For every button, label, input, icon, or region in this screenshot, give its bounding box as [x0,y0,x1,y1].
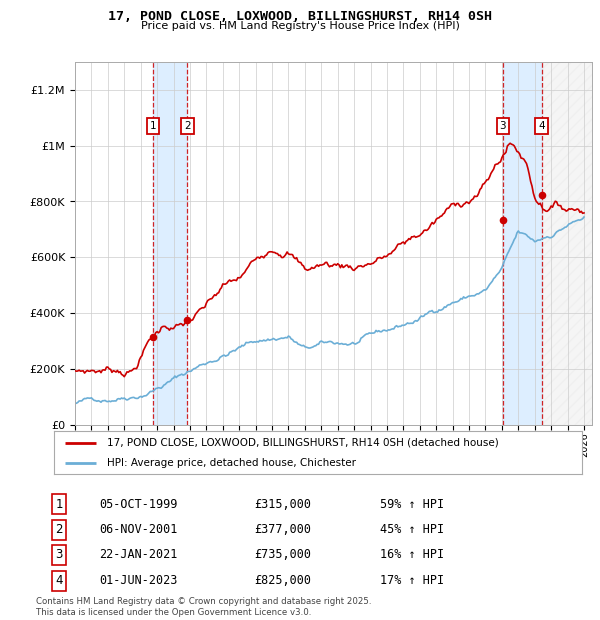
Text: Contains HM Land Registry data © Crown copyright and database right 2025.
This d: Contains HM Land Registry data © Crown c… [36,598,371,617]
Text: 4: 4 [55,574,62,587]
Text: £735,000: £735,000 [254,548,311,561]
Text: 1: 1 [55,498,62,510]
Bar [542,62,600,425]
Text: 3: 3 [55,548,62,561]
Text: 22-JAN-2021: 22-JAN-2021 [99,548,177,561]
Text: 59% ↑ HPI: 59% ↑ HPI [380,498,444,510]
Text: 01-JUN-2023: 01-JUN-2023 [99,574,177,587]
Text: 3: 3 [500,121,506,131]
Bar [153,62,187,425]
Text: 06-NOV-2001: 06-NOV-2001 [99,523,177,536]
Text: 45% ↑ HPI: 45% ↑ HPI [380,523,444,536]
Text: £315,000: £315,000 [254,498,311,510]
Text: Price paid vs. HM Land Registry's House Price Index (HPI): Price paid vs. HM Land Registry's House … [140,21,460,31]
Bar [503,62,542,425]
Text: 16% ↑ HPI: 16% ↑ HPI [380,548,444,561]
Text: 2: 2 [184,121,191,131]
Text: 1: 1 [150,121,157,131]
Text: 05-OCT-1999: 05-OCT-1999 [99,498,177,510]
Text: £377,000: £377,000 [254,523,311,536]
Text: HPI: Average price, detached house, Chichester: HPI: Average price, detached house, Chic… [107,458,356,467]
Text: 4: 4 [538,121,545,131]
Text: 17% ↑ HPI: 17% ↑ HPI [380,574,444,587]
Text: 17, POND CLOSE, LOXWOOD, BILLINGSHURST, RH14 0SH: 17, POND CLOSE, LOXWOOD, BILLINGSHURST, … [108,10,492,23]
Text: 2: 2 [55,523,62,536]
Text: £825,000: £825,000 [254,574,311,587]
Text: 17, POND CLOSE, LOXWOOD, BILLINGSHURST, RH14 0SH (detached house): 17, POND CLOSE, LOXWOOD, BILLINGSHURST, … [107,438,499,448]
